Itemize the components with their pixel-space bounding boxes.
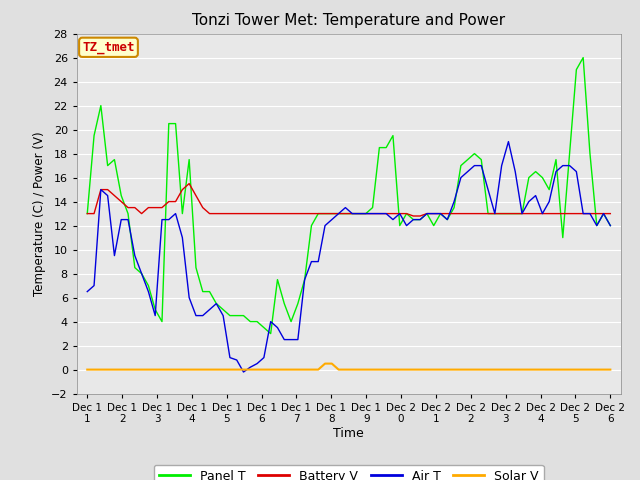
Solar V (321, 361, 329, 367)
Battery V (314, 211, 322, 216)
Air T (83, 288, 91, 294)
Solar V (607, 367, 614, 372)
Air T (607, 223, 614, 228)
Panel T (172, 120, 179, 126)
Air T (117, 216, 125, 222)
Line: Air T: Air T (87, 142, 611, 372)
X-axis label: Time: Time (333, 427, 364, 440)
Y-axis label: Temperature (C) / Power (V): Temperature (C) / Power (V) (33, 132, 45, 296)
Panel T (83, 211, 91, 216)
Air T (172, 211, 179, 216)
Solar V (172, 367, 179, 372)
Air T (239, 369, 247, 375)
Solar V (83, 367, 91, 372)
Air T (355, 211, 363, 216)
Air T (260, 355, 268, 360)
Solar V (464, 367, 472, 372)
Line: Panel T: Panel T (87, 58, 611, 334)
Panel T (314, 211, 322, 216)
Panel T (579, 55, 587, 60)
Text: TZ_tmet: TZ_tmet (82, 41, 135, 54)
Panel T (464, 156, 472, 162)
Battery V (186, 180, 193, 186)
Battery V (410, 213, 417, 219)
Battery V (355, 211, 363, 216)
Solar V (308, 367, 316, 372)
Solar V (355, 367, 363, 372)
Air T (504, 139, 512, 144)
Legend: Panel T, Battery V, Air T, Solar V: Panel T, Battery V, Air T, Solar V (154, 465, 544, 480)
Panel T (355, 211, 363, 216)
Battery V (172, 199, 179, 204)
Panel T (117, 192, 125, 199)
Title: Tonzi Tower Met: Temperature and Power: Tonzi Tower Met: Temperature and Power (192, 13, 506, 28)
Solar V (253, 367, 261, 372)
Solar V (117, 367, 125, 372)
Battery V (607, 211, 614, 216)
Panel T (267, 331, 275, 336)
Battery V (83, 211, 91, 216)
Panel T (253, 319, 261, 324)
Battery V (470, 211, 478, 216)
Line: Solar V: Solar V (87, 364, 611, 370)
Line: Battery V: Battery V (87, 183, 611, 216)
Battery V (117, 199, 125, 204)
Battery V (260, 211, 268, 216)
Air T (464, 168, 472, 174)
Panel T (607, 223, 614, 228)
Air T (314, 259, 322, 264)
